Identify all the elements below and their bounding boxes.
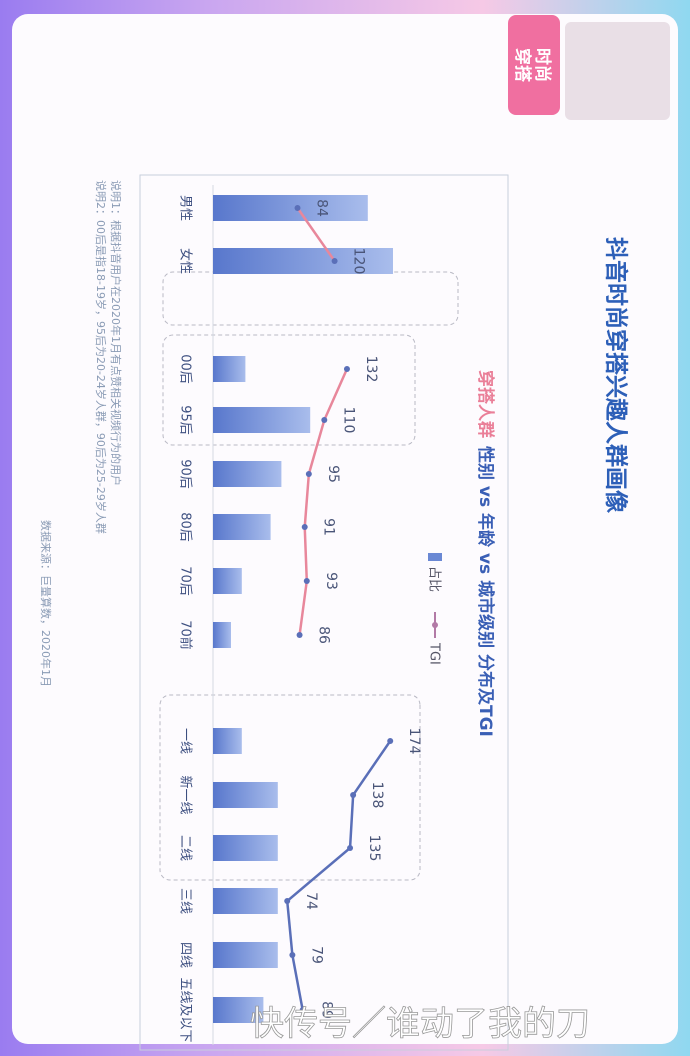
- category-label: 一线: [178, 728, 193, 754]
- tgi-line: [298, 368, 349, 636]
- note: 说明1：根据抖音用户在2020年1月有点赞相关视频行为的用户: [109, 180, 123, 486]
- tgi-point: [284, 898, 291, 904]
- source: 数据来源：巨量算数，2020年1月: [39, 520, 53, 687]
- tgi-point: [331, 258, 338, 264]
- chart-frame: [139, 174, 509, 1051]
- tgi-label: 89: [319, 1001, 335, 1019]
- bar: [213, 248, 393, 274]
- bar: [212, 728, 242, 754]
- tgi-point: [305, 471, 312, 477]
- bar: [213, 622, 231, 648]
- badge: [508, 15, 560, 115]
- title-main: 性别 vs 年龄 vs 城市级别 分布及TGI: [475, 446, 496, 737]
- tgi-point: [303, 578, 310, 584]
- category-label: 70后: [178, 566, 193, 596]
- tgi-point: [387, 738, 394, 744]
- legend-swatch: [428, 553, 442, 561]
- highlight-box: [159, 694, 421, 881]
- tgi-label: 84: [314, 199, 330, 217]
- tgi-point: [347, 845, 354, 851]
- tgi-label: 138: [369, 782, 385, 809]
- badge-text: 时尚: [532, 48, 553, 82]
- tgi-label: 110: [340, 407, 356, 434]
- tgi-line: [285, 740, 392, 1011]
- tgi-label: 86: [316, 626, 332, 644]
- category-label: 80后: [178, 512, 193, 542]
- tgi-label: 93: [323, 572, 339, 590]
- category-label: 五线及以下: [178, 977, 193, 1042]
- bar: [212, 888, 278, 914]
- category-label: 90后: [178, 459, 193, 489]
- legend-dot: [432, 622, 438, 628]
- rotated-content: 时尚 穿搭 抖音时尚穿搭兴趣人群画像 穿搭人群性别 vs 年龄 vs 城市级别 …: [39, 15, 670, 1051]
- tgi-point: [299, 1007, 306, 1013]
- tgi-label: 91: [321, 518, 337, 536]
- bar: [213, 407, 311, 433]
- watermark: 快传号／谁动了我的刀: [250, 1004, 590, 1044]
- highlight-box: [162, 334, 416, 446]
- badge-text: 穿搭: [512, 48, 533, 83]
- bar: [212, 782, 278, 808]
- category-label: 三线: [178, 888, 193, 914]
- category-label: 男性: [178, 195, 193, 221]
- bar: [212, 461, 282, 487]
- tgi-point: [294, 205, 301, 211]
- bar: [213, 514, 271, 540]
- legend-label: 占比: [427, 566, 442, 592]
- category-label: 新一线: [178, 775, 194, 814]
- tgi-label: 79: [308, 946, 324, 964]
- title-highlight: 穿搭人群: [475, 370, 496, 438]
- tgi-label: 132: [363, 356, 379, 383]
- bar: [212, 356, 246, 382]
- bar: [212, 942, 278, 968]
- bar: [212, 568, 242, 594]
- bar: [212, 835, 278, 861]
- category-label: 女性: [178, 248, 194, 274]
- title: 抖音时尚穿搭兴趣人群画像: [603, 237, 630, 514]
- tgi-line: [296, 207, 336, 262]
- tgi-label: 135: [366, 835, 382, 862]
- category-label: 70前: [178, 620, 194, 650]
- tgi-point: [296, 632, 303, 638]
- photo: [565, 22, 670, 120]
- card: [12, 14, 678, 1044]
- tgi-point: [350, 792, 357, 798]
- bar: [212, 997, 264, 1023]
- chart-title: 穿搭人群性别 vs 年龄 vs 城市级别 分布及TGI: [475, 370, 496, 737]
- legend-label: TGI: [427, 642, 442, 665]
- tgi-label: 120: [351, 248, 367, 275]
- bar: [212, 195, 368, 221]
- category-label: 四线: [178, 942, 193, 968]
- tgi-point: [321, 417, 328, 423]
- tgi-label: 74: [303, 892, 319, 910]
- tgi-label: 174: [406, 728, 422, 755]
- note: 说明2：00后是指18-19岁，95后为20-24岁人群，90后为25-29岁人…: [94, 180, 108, 534]
- category-label: 00后: [178, 354, 193, 384]
- category-label: 95后: [178, 405, 193, 435]
- category-label: 二线: [178, 835, 193, 861]
- tgi-point: [301, 524, 308, 530]
- tgi-label: 95: [325, 465, 341, 483]
- tgi-point: [343, 366, 350, 372]
- tgi-point: [289, 952, 296, 958]
